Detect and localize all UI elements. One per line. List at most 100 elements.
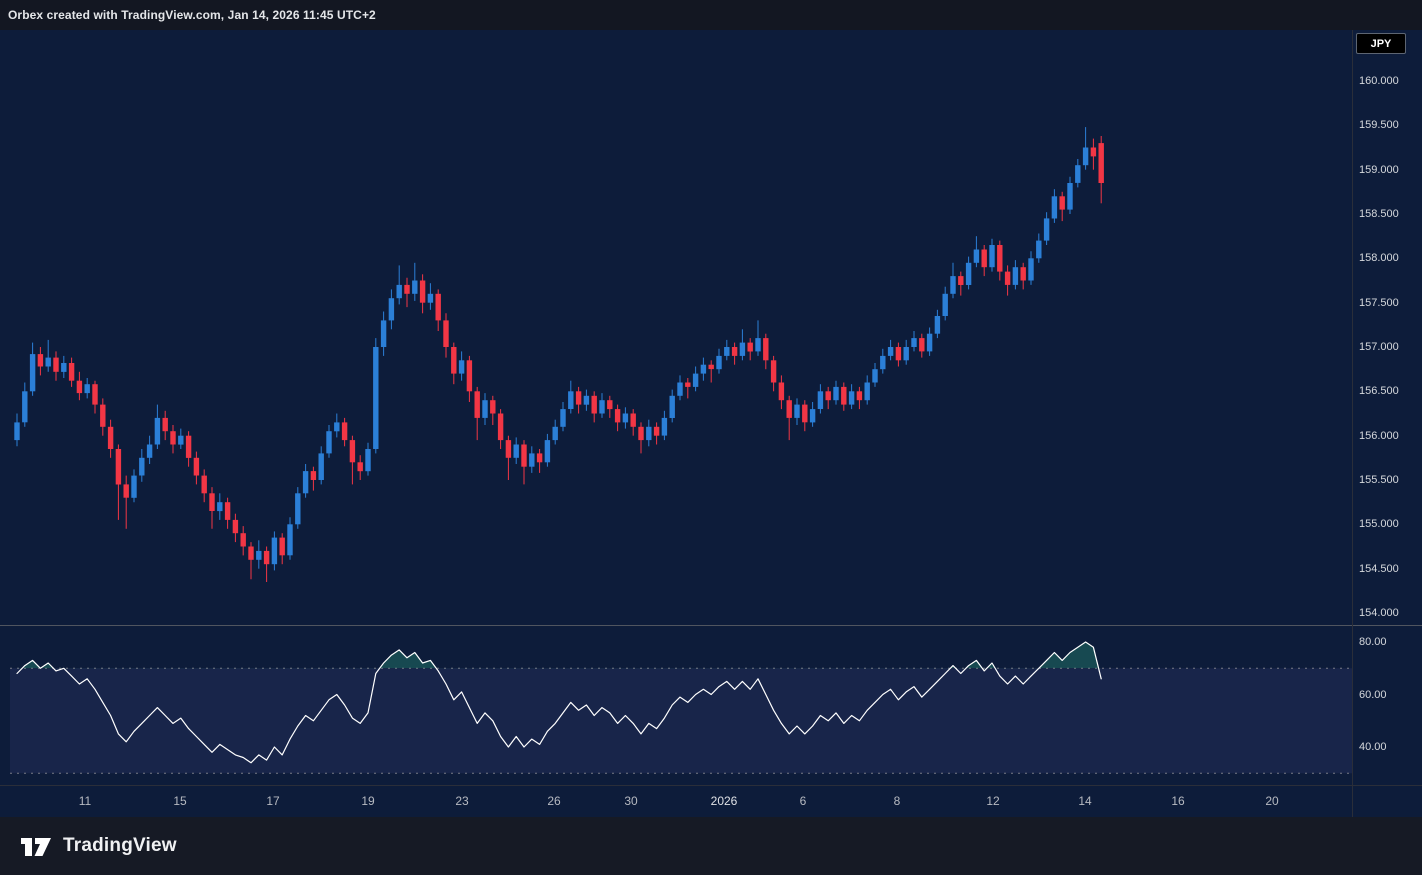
- candle-body: [443, 320, 449, 347]
- candle-body: [521, 444, 527, 467]
- candle-body: [646, 426, 652, 441]
- candle-body: [388, 298, 395, 321]
- candle-body: [958, 276, 964, 285]
- candle-body: [895, 347, 902, 361]
- tradingview-icon: [21, 838, 51, 856]
- candle-body: [419, 280, 426, 303]
- candle-body: [162, 417, 168, 432]
- candle-body: [295, 493, 301, 525]
- candle-body: [427, 293, 434, 303]
- candle-body: [544, 440, 551, 463]
- candle-body: [193, 457, 200, 476]
- candle-body: [583, 395, 590, 405]
- candle-body: [1036, 240, 1042, 259]
- candle-body: [529, 453, 535, 467]
- pane-divider[interactable]: [0, 625, 1422, 626]
- candle-body: [833, 386, 839, 401]
- tradingview-logo[interactable]: TradingView: [18, 832, 177, 860]
- candle-body: [84, 384, 90, 394]
- candle-body: [568, 391, 574, 409]
- footer-bar: TradingView: [0, 817, 1422, 875]
- candle-body: [334, 422, 340, 432]
- candle-body: [560, 409, 566, 427]
- candle-body: [396, 284, 402, 299]
- candle-body: [232, 519, 239, 534]
- candle-body: [185, 435, 192, 458]
- price-rsi-canvas[interactable]: [10, 30, 1352, 785]
- candle-body: [825, 391, 831, 401]
- candle-body: [115, 449, 122, 485]
- price-tick-label: 155.500: [1359, 474, 1399, 486]
- candle-body: [755, 338, 761, 352]
- candle-body: [466, 360, 473, 392]
- candle-body: [591, 395, 597, 414]
- candle-body: [919, 338, 925, 352]
- price-tick-label: 155.000: [1359, 518, 1399, 530]
- candle-body: [201, 475, 207, 494]
- candle-body: [1012, 267, 1019, 285]
- time-tick-label: 19: [361, 794, 375, 808]
- candle-body: [92, 384, 98, 405]
- price-tick-label: 157.000: [1359, 341, 1399, 353]
- symbol-badge: JPY: [1356, 33, 1406, 54]
- candle-body: [700, 364, 707, 374]
- attribution-bar: Orbex created with TradingView.com, Jan …: [0, 0, 1422, 30]
- candle-body: [1090, 147, 1097, 157]
- time-tick-label: 15: [173, 794, 187, 808]
- time-tick-label: 17: [266, 794, 280, 808]
- candle-body: [458, 360, 465, 374]
- candle-body: [29, 354, 36, 392]
- candle-body: [505, 440, 512, 458]
- candle-body: [380, 320, 387, 347]
- candle-body: [872, 369, 878, 383]
- candle-body: [973, 249, 980, 263]
- candle-body: [692, 373, 699, 387]
- candle-body: [451, 347, 457, 374]
- candle-body: [536, 453, 543, 463]
- candle-body: [770, 360, 777, 383]
- time-axis[interactable]: 11 15 17 19 23 26 30 2026 6 8 12 14 16 20: [0, 786, 1422, 817]
- candle-body: [256, 550, 262, 560]
- candle-body: [1004, 271, 1011, 285]
- candle-body: [209, 493, 215, 511]
- candle-body: [14, 422, 20, 441]
- time-axis-divider: [0, 785, 1422, 786]
- candle-body: [1020, 267, 1026, 281]
- candle-body: [365, 449, 371, 472]
- candle-body: [497, 413, 504, 441]
- candle-body: [685, 382, 691, 387]
- candle-body: [950, 276, 956, 294]
- rsi-tick-label: 60.00: [1359, 689, 1387, 701]
- candle-body: [240, 533, 246, 547]
- candle-body: [217, 502, 223, 512]
- candle-body: [37, 354, 44, 367]
- candle-body: [68, 363, 75, 381]
- price-axis[interactable]: JPY 160.000 159.500 159.000 158.500 158.000 1…: [1353, 30, 1422, 785]
- time-tick-label: 26: [547, 794, 561, 808]
- candle-body: [1082, 147, 1089, 166]
- candle-body: [809, 409, 816, 423]
- price-tick-label: 157.500: [1359, 297, 1399, 309]
- candle-body: [638, 426, 644, 441]
- candle-body: [856, 391, 863, 401]
- candle-body: [349, 440, 356, 463]
- candle-body: [622, 413, 629, 423]
- candle-body: [848, 391, 855, 405]
- time-tick-label: 6: [799, 794, 807, 808]
- candle-body: [178, 435, 184, 445]
- time-tick-label: 12: [986, 794, 1000, 808]
- candle-body: [716, 355, 722, 370]
- attribution-text: Orbex created with TradingView.com, Jan …: [8, 8, 376, 22]
- price-tick-label: 160.000: [1359, 75, 1399, 87]
- candle-body: [1043, 218, 1050, 241]
- candle-body: [778, 382, 785, 401]
- price-tick-label: 156.500: [1359, 385, 1399, 397]
- candle-body: [607, 400, 613, 410]
- candle-body: [708, 364, 714, 370]
- candle-body: [22, 391, 28, 423]
- tradingview-wordmark: TradingView: [63, 835, 177, 856]
- candle-body: [552, 426, 558, 441]
- candle-body: [310, 471, 317, 480]
- candle-body: [404, 284, 410, 294]
- candle-body: [614, 409, 621, 423]
